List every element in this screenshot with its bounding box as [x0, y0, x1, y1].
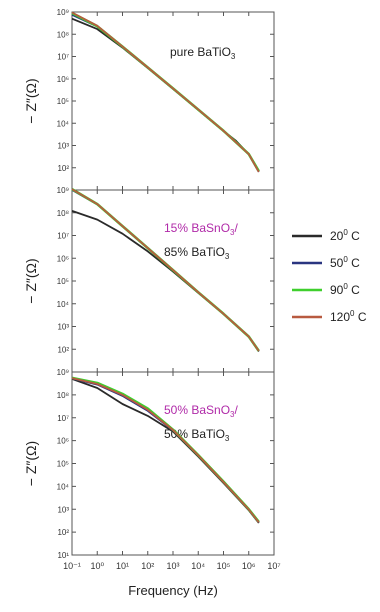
- x-tick-label: 10⁵: [217, 561, 231, 571]
- y-tick-label: 10⁹: [57, 368, 69, 377]
- x-tick-label: 10⁰: [90, 561, 104, 571]
- series-line-20C: [71, 17, 260, 172]
- series-line-120C: [71, 11, 260, 173]
- x-tick-label: 10³: [166, 561, 179, 571]
- y-tick-label: 10²: [57, 345, 69, 354]
- legend-label: 1200 C: [330, 309, 367, 324]
- series-line-90C: [71, 376, 260, 523]
- y-tick-label: 10²: [57, 528, 69, 537]
- annotation-text: 15% BaSnO3/: [164, 221, 239, 237]
- y-tick-label: 10⁶: [57, 254, 69, 263]
- annotation-text: 50% BaSnO3/: [164, 403, 239, 419]
- y-tick-label: 10⁵: [57, 460, 69, 469]
- y-tick-label: 10²: [57, 164, 69, 173]
- x-tick-label: 10⁴: [191, 561, 205, 571]
- series-line-90C: [71, 11, 260, 172]
- y-tick-label: 10⁴: [57, 300, 70, 309]
- legend-label: 200 C: [330, 228, 360, 243]
- x-axis-label: Frequency (Hz): [128, 583, 218, 598]
- y-tick-label: 10⁸: [57, 391, 69, 400]
- legend-label: 500 C: [330, 255, 360, 270]
- y-axis-label: − Z″(Ω): [23, 441, 39, 486]
- y-tick-label: 10⁹: [57, 186, 69, 195]
- legend-label: 900 C: [330, 282, 360, 297]
- series-line-120C: [71, 188, 260, 352]
- y-tick-label: 10⁸: [57, 209, 69, 218]
- x-tick-label: 10⁻¹: [63, 561, 81, 571]
- plot-frame-2: [71, 189, 275, 373]
- series-line-120C: [71, 377, 260, 523]
- y-tick-label: 10⁴: [57, 482, 70, 491]
- x-tick-label: 10⁶: [242, 561, 256, 571]
- series-line-50C: [71, 13, 260, 173]
- y-tick-label: 10³: [57, 142, 69, 151]
- plot-frame-1: [71, 11, 275, 191]
- y-tick-label: 10⁷: [57, 232, 69, 241]
- y-tick-label: 10³: [57, 505, 69, 514]
- series-line-50C: [71, 189, 260, 352]
- y-axis-label: − Z″(Ω): [23, 258, 39, 303]
- y-tick-label: 10¹: [57, 551, 69, 560]
- x-tick-label: 10²: [141, 561, 154, 571]
- y-tick-label: 10³: [57, 323, 69, 332]
- y-tick-label: 10⁶: [57, 437, 69, 446]
- y-tick-label: 10⁹: [57, 8, 69, 17]
- y-tick-label: 10⁷: [57, 53, 69, 62]
- series-line-50C: [71, 377, 260, 524]
- x-tick-label: 10¹: [116, 561, 129, 571]
- y-tick-label: 10⁵: [57, 97, 69, 106]
- series-line-20C: [71, 378, 260, 524]
- series-line-90C: [71, 187, 260, 352]
- y-tick-label: 10⁷: [57, 414, 69, 423]
- y-tick-label: 10⁴: [57, 119, 70, 128]
- y-tick-label: 10⁶: [57, 75, 69, 84]
- annotation-text: 85% BaTiO3: [164, 245, 230, 261]
- y-tick-label: 10⁵: [57, 277, 69, 286]
- y-tick-label: 10⁸: [57, 30, 69, 39]
- plot-frame-3: [71, 371, 275, 556]
- annotation-text: pure BaTiO3: [170, 45, 236, 61]
- x-tick-label: 10⁷: [267, 561, 280, 571]
- y-axis-label: − Z″(Ω): [23, 78, 39, 123]
